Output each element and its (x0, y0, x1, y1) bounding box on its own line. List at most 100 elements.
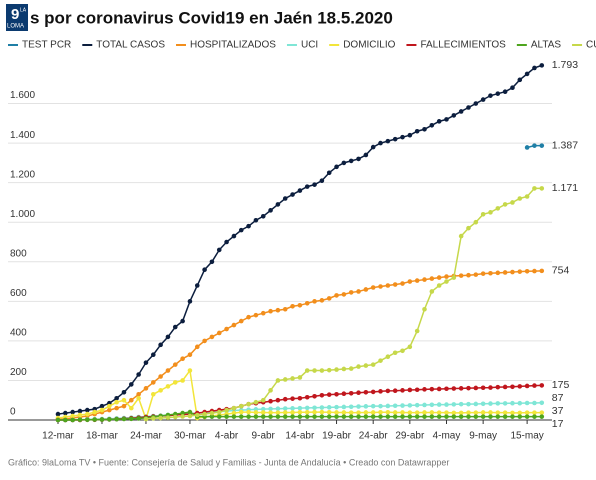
data-point (158, 415, 163, 421)
data-point (400, 403, 405, 408)
data-point (356, 404, 361, 409)
data-point (356, 289, 361, 294)
data-point (488, 410, 493, 415)
data-point (304, 394, 310, 400)
data-point (194, 412, 200, 418)
data-point (539, 414, 545, 419)
legend-label: FALLECIMIENTOS (420, 40, 506, 51)
data-point (275, 307, 281, 313)
legend-label: TEST PCR (22, 40, 71, 51)
data-point (312, 414, 317, 419)
data-point (312, 393, 317, 399)
data-point (517, 196, 523, 201)
data-point (510, 384, 515, 390)
data-point (209, 334, 215, 340)
data-point (348, 290, 354, 295)
data-point (480, 414, 486, 419)
data-point (99, 417, 105, 422)
y-tick-label: 1.600 (10, 90, 35, 101)
data-point (92, 417, 97, 422)
data-point (378, 140, 383, 146)
data-point (466, 410, 471, 415)
data-point (319, 298, 325, 303)
data-point (539, 143, 545, 148)
data-point (356, 390, 361, 396)
data-point (187, 299, 193, 304)
data-point (407, 410, 413, 415)
data-point (334, 410, 339, 415)
data-point (422, 414, 427, 419)
data-point (202, 411, 207, 417)
data-point (451, 402, 457, 407)
data-point (304, 409, 310, 415)
data-point (473, 410, 479, 415)
data-point (55, 411, 61, 417)
data-point (282, 396, 288, 402)
data-point (282, 306, 288, 312)
data-point (253, 414, 259, 419)
data-point (356, 414, 361, 419)
data-point (253, 410, 259, 415)
data-point (495, 91, 501, 96)
data-point (326, 367, 332, 373)
data-point (488, 210, 493, 215)
data-point (297, 405, 303, 411)
data-point (55, 417, 61, 423)
data-point (150, 391, 156, 397)
data-point (290, 396, 295, 401)
data-point (341, 292, 347, 297)
data-point (436, 275, 442, 280)
data-point (488, 93, 493, 98)
data-point (136, 395, 141, 401)
data-point (290, 410, 295, 415)
data-point (451, 386, 457, 391)
data-point (172, 380, 178, 385)
data-point (348, 414, 354, 419)
data-point (502, 202, 508, 207)
y-tick-label: 1.000 (10, 209, 35, 220)
data-point (444, 410, 449, 415)
data-point (172, 362, 178, 367)
data-point (99, 403, 105, 409)
data-point (216, 409, 222, 415)
data-point (165, 368, 171, 373)
data-point (480, 97, 486, 102)
data-point (378, 414, 383, 419)
x-tick-label: 24-abr (359, 431, 389, 442)
data-point (129, 397, 134, 403)
legend-label: CURADOS (586, 40, 596, 51)
data-point (99, 407, 105, 413)
data-point (502, 384, 508, 390)
data-point (326, 409, 332, 415)
data-point (268, 406, 273, 412)
data-point (385, 414, 391, 419)
data-point (532, 143, 537, 148)
data-point (246, 409, 251, 415)
data-point (524, 71, 530, 77)
logo-number: 9 (11, 6, 19, 23)
data-point (348, 410, 354, 415)
data-point (77, 408, 83, 414)
data-point (436, 410, 442, 415)
data-point (473, 219, 479, 225)
data-point (517, 269, 523, 274)
data-point (231, 405, 237, 411)
data-point (400, 388, 405, 393)
data-point (129, 416, 134, 422)
data-point (502, 410, 508, 415)
data-point (290, 303, 295, 309)
data-point (77, 417, 83, 423)
data-point (385, 354, 391, 360)
data-point (260, 397, 266, 403)
data-point (466, 225, 471, 231)
data-point (436, 386, 442, 392)
data-point (341, 160, 347, 166)
data-label: 1.387 (552, 139, 578, 151)
data-point (414, 278, 420, 283)
data-point (209, 259, 215, 265)
data-point (136, 416, 141, 421)
data-point (370, 362, 376, 367)
data-point (180, 378, 185, 383)
data-point (378, 409, 383, 415)
data-point (224, 407, 229, 413)
